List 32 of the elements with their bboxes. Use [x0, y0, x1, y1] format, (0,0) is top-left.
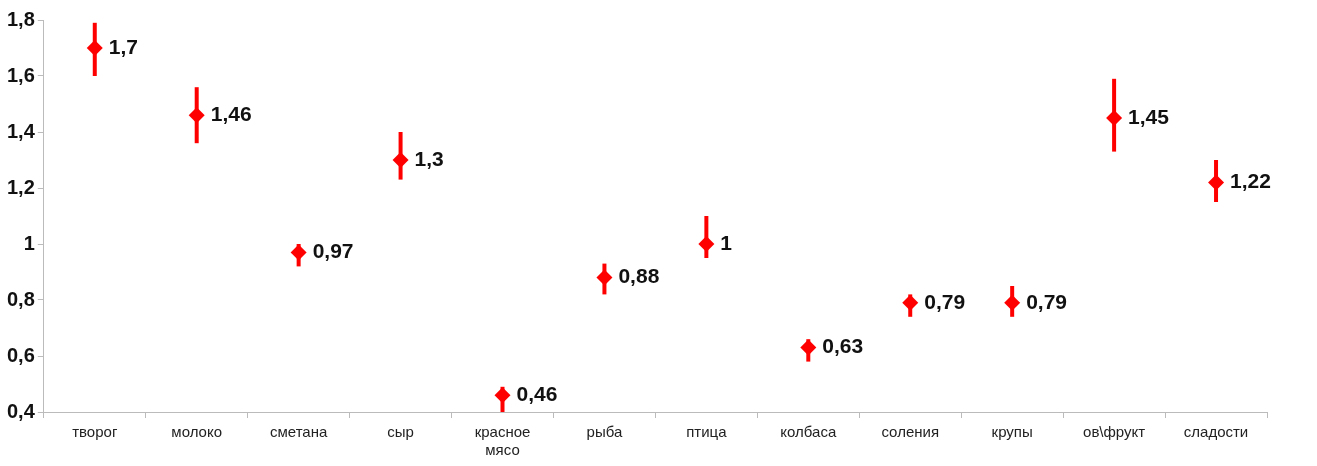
x-tick-label: молоко: [171, 423, 223, 441]
y-tick-label: 0,6: [6, 343, 35, 366]
y-tick-label: 1,6: [6, 63, 35, 86]
x-tick-label: птица: [686, 423, 728, 441]
data-label: 0,79: [924, 289, 966, 313]
y-tick-label: 1,2: [6, 175, 35, 198]
y-tick-label: 0,4: [6, 399, 36, 422]
x-tick-label: творог: [72, 423, 118, 441]
data-label: 1,46: [210, 102, 252, 125]
x-tick-label: ов\фрукт: [1083, 423, 1146, 441]
data-label: 0,79: [1026, 289, 1068, 313]
y-tick-label: 1,4: [6, 119, 36, 142]
data-label: 0,88: [618, 264, 660, 288]
x-tick-label: сыр: [387, 423, 414, 441]
data-label: 0,63: [822, 334, 864, 358]
y-tick-label: 0,8: [6, 287, 35, 310]
x-tick-label: красное мясо: [474, 423, 531, 459]
y-tick-label: 1,8: [6, 7, 35, 30]
data-label: 1,7: [108, 34, 138, 58]
x-tick-label: сладости: [1183, 423, 1249, 441]
y-tick-label: 1: [23, 231, 35, 254]
x-tick-label: рыба: [586, 423, 623, 441]
x-tick-label: крупы: [991, 423, 1033, 441]
x-tick-label: колбаса: [780, 423, 837, 441]
data-label: 1,3: [414, 146, 444, 170]
x-tick-label: сметана: [269, 423, 328, 441]
data-label: 0,46: [516, 382, 558, 405]
data-label: 1,45: [1128, 104, 1170, 128]
data-label: 1,22: [1230, 169, 1271, 193]
data-label: 1: [720, 230, 733, 254]
x-tick-label: соления: [881, 423, 940, 441]
data-label: 0,97: [312, 239, 354, 263]
